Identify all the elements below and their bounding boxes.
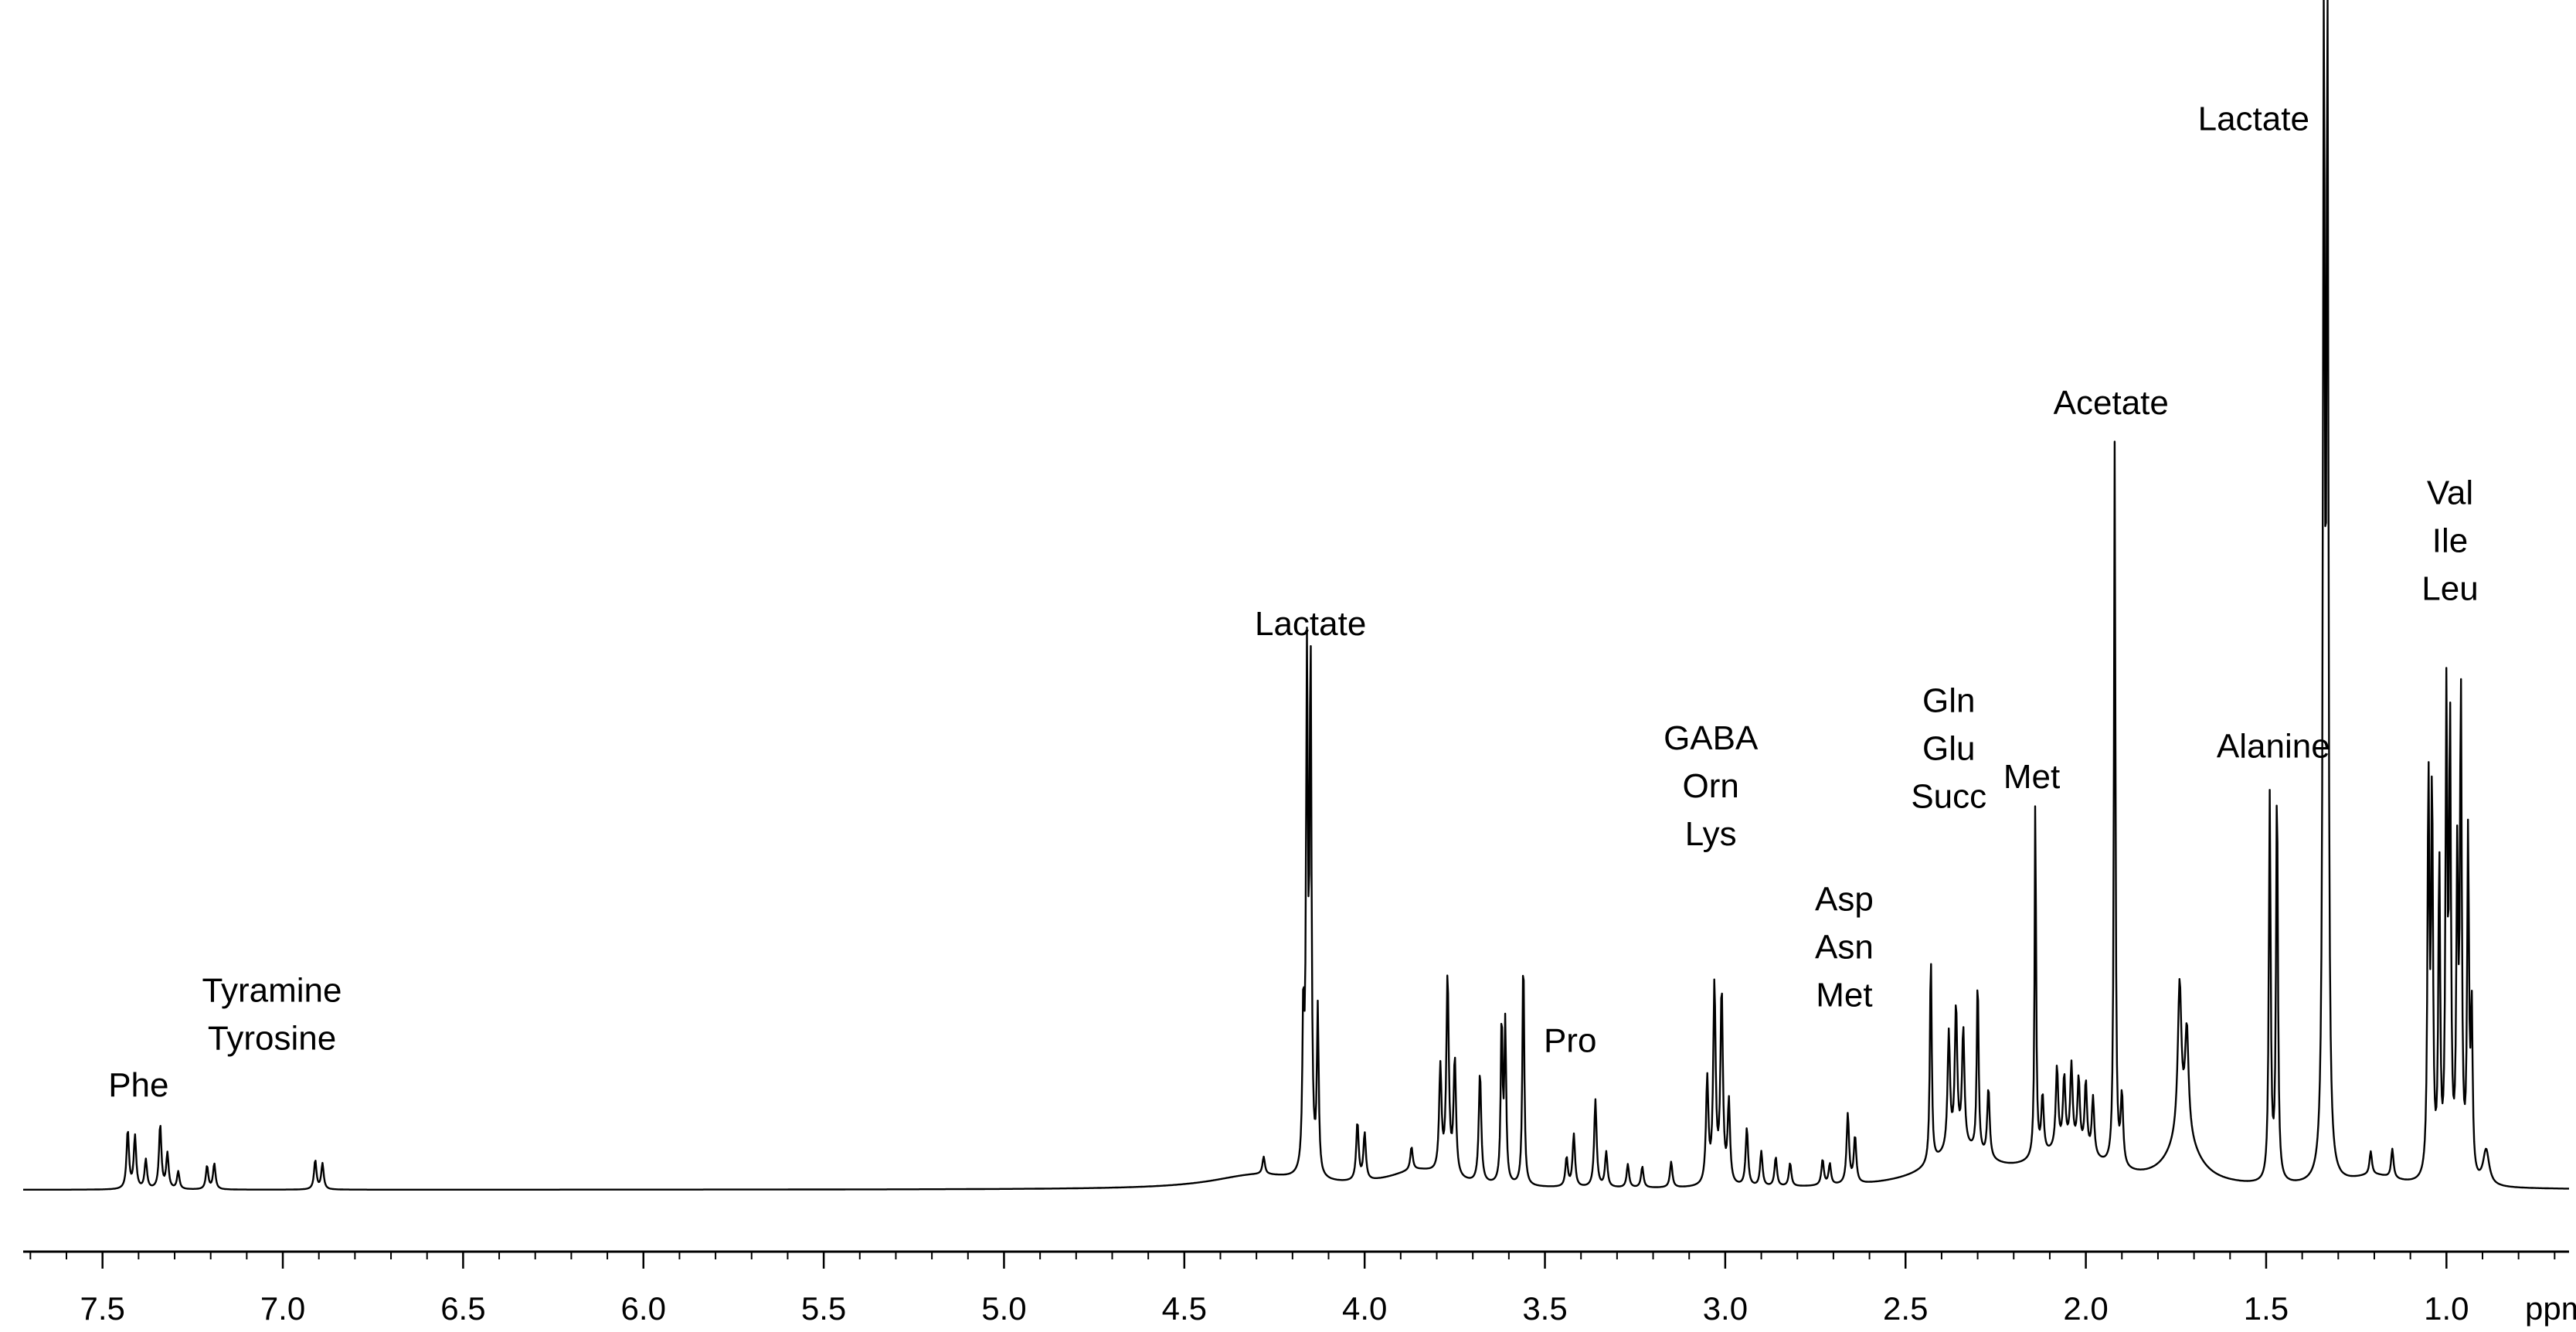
x-tick-label: 1.5 [2244, 1290, 2289, 1327]
peak-annotation: Met [2003, 758, 2060, 796]
peak-label: Pro [1544, 1022, 1596, 1060]
peak-label: Val [2427, 474, 2473, 511]
peak-annotation: Phe [108, 1066, 168, 1104]
peak-annotation: Pro [1544, 1022, 1596, 1060]
x-tick-label: 3.5 [1522, 1290, 1567, 1327]
peak-label: Tyrosine [208, 1020, 336, 1058]
peak-annotation: Asp Asn Met [1815, 881, 1874, 1014]
peak-label: Leu [2421, 569, 2478, 607]
x-axis-tick-labels: 7.5 7.0 6.5 6.0 5.5 5.0 4.5 4.0 3.5 3.0 2.5 2.0 1.5 1… [80, 1290, 2469, 1327]
peak-label: Met [2003, 758, 2060, 796]
peak-annotations: Phe Tyramine Tyrosine Lactate Pro GABA Orn Lys A… [108, 100, 2478, 1104]
x-tick-label: 2.5 [1883, 1290, 1928, 1327]
peak-label: Lys [1685, 815, 1737, 853]
peak-annotation: Alanine [2217, 728, 2330, 766]
peak-label: Met [1816, 977, 1872, 1014]
x-tick-label: 1.0 [2424, 1290, 2469, 1327]
peak-label: Glu [1922, 730, 1975, 768]
x-tick-label: 6.0 [621, 1290, 666, 1327]
x-tick-label: 7.0 [260, 1290, 305, 1327]
peak-label: Orn [1683, 767, 1739, 805]
x-tick-label: 7.5 [80, 1290, 124, 1327]
x-tick-label: 4.0 [1342, 1290, 1387, 1327]
peak-label: Asp [1815, 881, 1874, 919]
peak-label: Lactate [2198, 100, 2309, 138]
x-tick-label: 5.0 [981, 1290, 1026, 1327]
peak-annotation: Lactate [1255, 605, 1366, 643]
peak-label: GABA [1664, 719, 1759, 757]
peak-annotation: Lactate [2198, 100, 2309, 138]
peak-label: Asn [1815, 929, 1874, 967]
x-tick-label: 4.5 [1162, 1290, 1207, 1327]
x-axis-major-ticks [101, 1252, 2448, 1269]
peak-label: Phe [108, 1066, 168, 1104]
peak-label: Ile [2432, 522, 2468, 559]
x-tick-label: 2.0 [2063, 1290, 2108, 1327]
x-axis-unit-label: ppm [2525, 1290, 2576, 1327]
peak-annotation: Gln Glu Succ [1911, 682, 1986, 816]
peak-annotation: Tyramine Tyrosine [202, 972, 342, 1058]
spectrum-trace [22, 0, 2570, 1191]
peak-annotation: Val Ile Leu [2421, 474, 2478, 607]
peak-label: Lactate [1255, 605, 1366, 643]
peak-label: Acetate [2054, 384, 2169, 422]
peak-label: Gln [1922, 682, 1975, 720]
x-tick-label: 6.5 [440, 1290, 485, 1327]
peak-label: Tyramine [202, 972, 342, 1010]
x-tick-label: 3.0 [1703, 1290, 1748, 1327]
peak-annotation: Acetate [2054, 384, 2169, 422]
x-axis: 7.5 7.0 6.5 6.0 5.5 5.0 4.5 4.0 3.5 3.0 2.5 2.0 1.5 1… [23, 1250, 2576, 1327]
x-tick-label: 5.5 [801, 1290, 846, 1327]
peak-annotation: GABA Orn Lys [1664, 719, 1759, 853]
peak-label: Succ [1911, 778, 1986, 816]
peak-label: Alanine [2217, 728, 2330, 766]
